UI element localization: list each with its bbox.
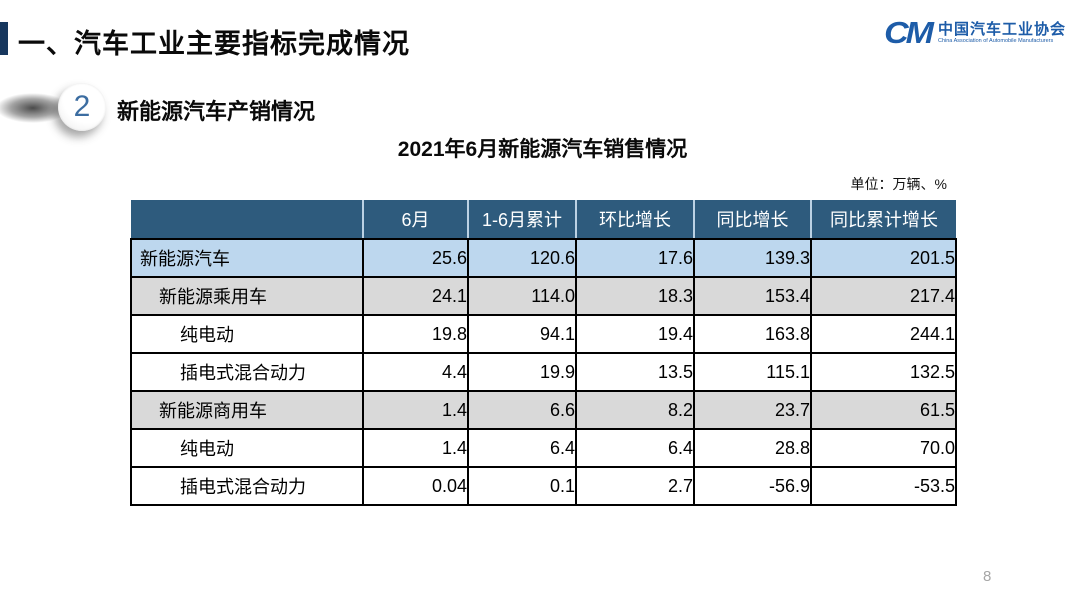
- value-cell: 19.8: [362, 314, 469, 354]
- value-cell: 19.9: [467, 352, 577, 392]
- column-header: 环比增长: [575, 200, 695, 240]
- row-label: 新能源商用车: [130, 390, 364, 430]
- value-cell: 13.5: [575, 352, 695, 392]
- value-cell: -53.5: [810, 466, 957, 506]
- caam-logo-name-en: China Association of Automobile Manufact…: [937, 38, 1054, 45]
- caam-logo-monogram-icon: CM: [884, 15, 934, 51]
- value-cell: 4.4: [362, 352, 469, 392]
- table-row: 纯电动 1.4 6.4 6.4 28.8 70.0: [130, 428, 957, 468]
- table-row: 插电式混合动力 0.04 0.1 2.7 -56.9 -53.5: [130, 466, 957, 506]
- column-header: 1-6月累计: [467, 200, 577, 240]
- section-title: 新能源汽车产销情况: [117, 99, 316, 124]
- value-cell: 28.8: [693, 428, 812, 468]
- row-label: 纯电动: [130, 428, 364, 468]
- value-cell: 70.0: [810, 428, 957, 468]
- value-cell: 25.6: [362, 238, 469, 278]
- value-cell: 6.6: [467, 390, 577, 430]
- unit-label: 单位：万辆、%: [850, 176, 947, 192]
- caam-logo-text: 中国汽车工业协会 China Association of Automobile…: [938, 21, 1066, 45]
- table-title: 2021年6月新能源汽车销售情况: [397, 138, 688, 161]
- value-cell: 132.5: [810, 352, 957, 392]
- value-cell: -56.9: [693, 466, 812, 506]
- value-cell: 114.0: [467, 276, 577, 316]
- section-number-badge: 2: [58, 83, 106, 131]
- value-cell: 94.1: [467, 314, 577, 354]
- sales-table-header: 6月 1-6月累计 环比增长 同比增长 同比累计增长: [131, 200, 956, 240]
- value-cell: 23.7: [693, 390, 812, 430]
- value-cell: 0.1: [467, 466, 577, 506]
- column-header: [131, 200, 364, 240]
- section-number: 2: [73, 90, 91, 123]
- value-cell: 1.4: [362, 428, 469, 468]
- column-header: 同比增长: [693, 200, 812, 240]
- value-cell: 19.4: [575, 314, 695, 354]
- sales-table-body: 新能源汽车 25.6 120.6 17.6 139.3 201.5 新能源乘用车 24.1 11…: [130, 238, 957, 506]
- table-row: 纯电动 19.8 94.1 19.4 163.8 244.1: [130, 314, 957, 354]
- table-row: 插电式混合动力 4.4 19.9 13.5 115.1 132.5: [130, 352, 957, 392]
- table-row: 新能源商用车 1.4 6.6 8.2 23.7 61.5: [130, 390, 957, 430]
- value-cell: 6.4: [467, 428, 577, 468]
- page-number: 8: [983, 568, 992, 585]
- value-cell: 18.3: [575, 276, 695, 316]
- title-accent-bar: [0, 22, 8, 55]
- caam-logo-name-cn: 中国汽车工业协会: [937, 21, 1066, 39]
- value-cell: 0.04: [362, 466, 469, 506]
- value-cell: 244.1: [810, 314, 957, 354]
- caam-logo: CM 中国汽车工业协会 China Association of Automob…: [884, 16, 1066, 50]
- value-cell: 1.4: [362, 390, 469, 430]
- value-cell: 24.1: [362, 276, 469, 316]
- value-cell: 2.7: [575, 466, 695, 506]
- column-header: 同比累计增长: [810, 200, 956, 240]
- value-cell: 153.4: [693, 276, 812, 316]
- value-cell: 115.1: [693, 352, 812, 392]
- row-label: 插电式混合动力: [130, 466, 364, 506]
- value-cell: 139.3: [693, 238, 812, 278]
- value-cell: 8.2: [575, 390, 695, 430]
- sales-table: 6月 1-6月累计 环比增长 同比增长 同比累计增长 新能源汽车 25.6 120.6 17.…: [130, 200, 957, 506]
- value-cell: 6.4: [575, 428, 695, 468]
- value-cell: 61.5: [810, 390, 957, 430]
- value-cell: 120.6: [467, 238, 577, 278]
- row-label: 新能源汽车: [130, 238, 364, 278]
- table-row: 新能源汽车 25.6 120.6 17.6 139.3 201.5: [130, 238, 957, 278]
- column-header: 6月: [362, 200, 469, 240]
- row-label: 插电式混合动力: [130, 352, 364, 392]
- value-cell: 163.8: [693, 314, 812, 354]
- page-title: 一、汽车工业主要指标完成情况: [18, 29, 410, 59]
- value-cell: 201.5: [810, 238, 957, 278]
- row-label: 新能源乘用车: [130, 276, 364, 316]
- table-row: 新能源乘用车 24.1 114.0 18.3 153.4 217.4: [130, 276, 957, 316]
- value-cell: 17.6: [575, 238, 695, 278]
- row-label: 纯电动: [130, 314, 364, 354]
- value-cell: 217.4: [810, 276, 957, 316]
